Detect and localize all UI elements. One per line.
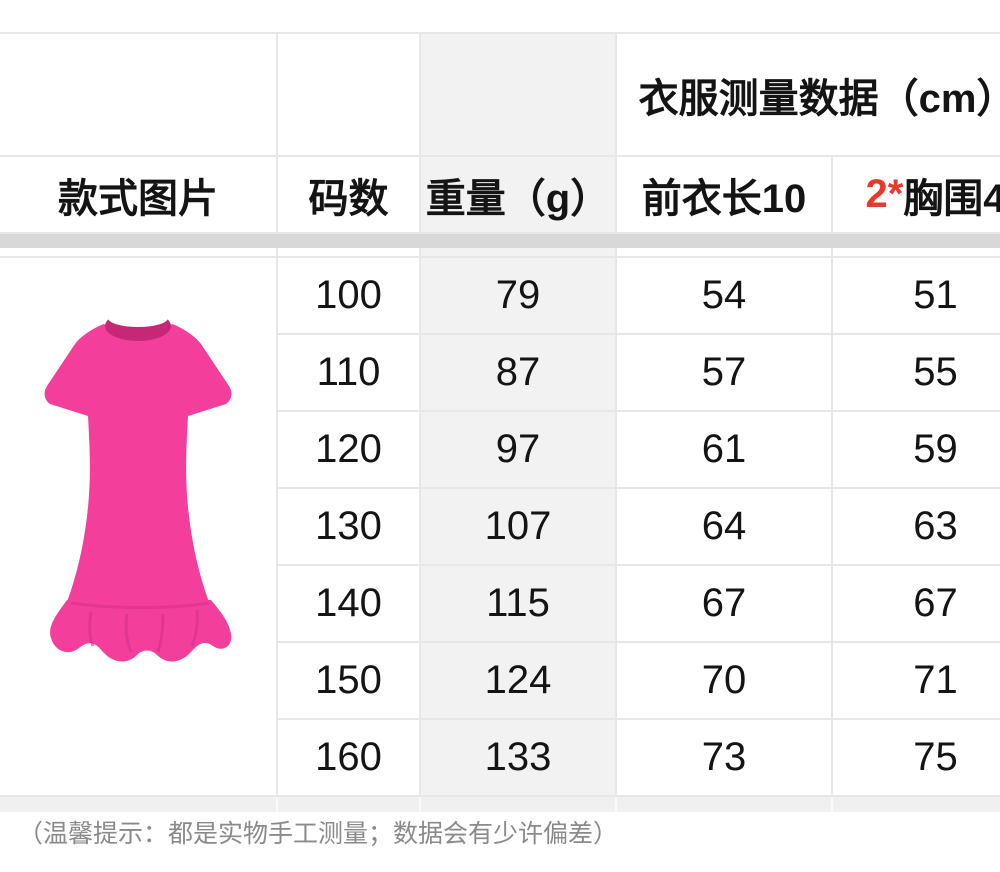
size-value: 150 [278, 643, 421, 720]
dress-neck-highlight [107, 309, 168, 327]
product-image-cell [0, 258, 278, 797]
spacer-cell [421, 248, 617, 258]
header-chest-multiplier: 2* [865, 172, 904, 216]
header-size: 码数 [278, 157, 421, 234]
front-length-value: 57 [617, 335, 833, 412]
chest-value: 67 [833, 566, 1000, 643]
partial-cell [833, 797, 1000, 812]
header-front-length: 前衣长10 [617, 157, 833, 234]
spacer-cell [617, 248, 833, 258]
dress-body [44, 324, 231, 602]
dress-image [31, 302, 246, 682]
header-chest-label: 胸围4 [903, 176, 1000, 221]
front-length-value: 73 [617, 720, 833, 797]
spacer-cell [278, 248, 421, 258]
partial-cell [617, 797, 833, 812]
chest-value: 59 [833, 412, 1000, 489]
header-chest: 2* 胸围4 [833, 157, 1000, 234]
front-length-value: 70 [617, 643, 833, 720]
dress-ruffle [49, 600, 231, 662]
front-length-value: 61 [617, 412, 833, 489]
chest-value: 71 [833, 643, 1000, 720]
size-value: 140 [278, 566, 421, 643]
chest-value: 75 [833, 720, 1000, 797]
partial-cell [421, 797, 617, 812]
weight-value: 79 [421, 258, 617, 335]
table-header-row: 款式图片 码数 重量（g） 前衣长10 2* 胸围4 [0, 157, 1000, 234]
title-row-empty-cell-2 [278, 34, 421, 157]
table-body: 100 79 54 51 110 87 57 55 120 97 61 59 1… [0, 258, 1000, 797]
chest-value: 51 [833, 258, 1000, 335]
chest-value: 55 [833, 335, 1000, 412]
weight-value: 124 [421, 643, 617, 720]
front-length-value: 64 [617, 489, 833, 566]
dress-hem-shadow [70, 601, 209, 609]
table-title-row: 衣服测量数据（cm） [0, 34, 1000, 157]
header-style-image: 款式图片 [0, 157, 278, 234]
dress-ruffle-folds [87, 609, 199, 653]
spacer-cell [833, 248, 1000, 258]
size-value: 110 [278, 335, 421, 412]
size-value: 130 [278, 489, 421, 566]
size-value: 100 [278, 258, 421, 335]
dress-graphic [44, 309, 231, 662]
chest-value: 63 [833, 489, 1000, 566]
weight-value: 87 [421, 335, 617, 412]
size-value: 120 [278, 412, 421, 489]
weight-value: 133 [421, 720, 617, 797]
weight-value: 97 [421, 412, 617, 489]
weight-value: 115 [421, 566, 617, 643]
spacer-cell [0, 248, 278, 258]
partial-row [0, 797, 1000, 812]
weight-value: 107 [421, 489, 617, 566]
separator-band [0, 234, 1000, 248]
table-title: 衣服测量数据（cm） [617, 34, 1000, 157]
front-length-value: 67 [617, 566, 833, 643]
measurement-note: （温馨提示：都是实物手工测量；数据会有少许偏差） [18, 820, 619, 848]
size-value: 160 [278, 720, 421, 797]
partial-cell [0, 797, 278, 812]
size-table: 衣服测量数据（cm） 款式图片 码数 重量（g） 前衣长10 2* 胸围4 [0, 32, 1000, 812]
front-length-value: 54 [617, 258, 833, 335]
header-weight: 重量（g） [421, 157, 617, 234]
spacer-row [0, 248, 1000, 258]
title-row-empty-cell-1 [0, 34, 278, 157]
title-row-empty-cell-3 [421, 34, 617, 157]
partial-cell [278, 797, 421, 812]
